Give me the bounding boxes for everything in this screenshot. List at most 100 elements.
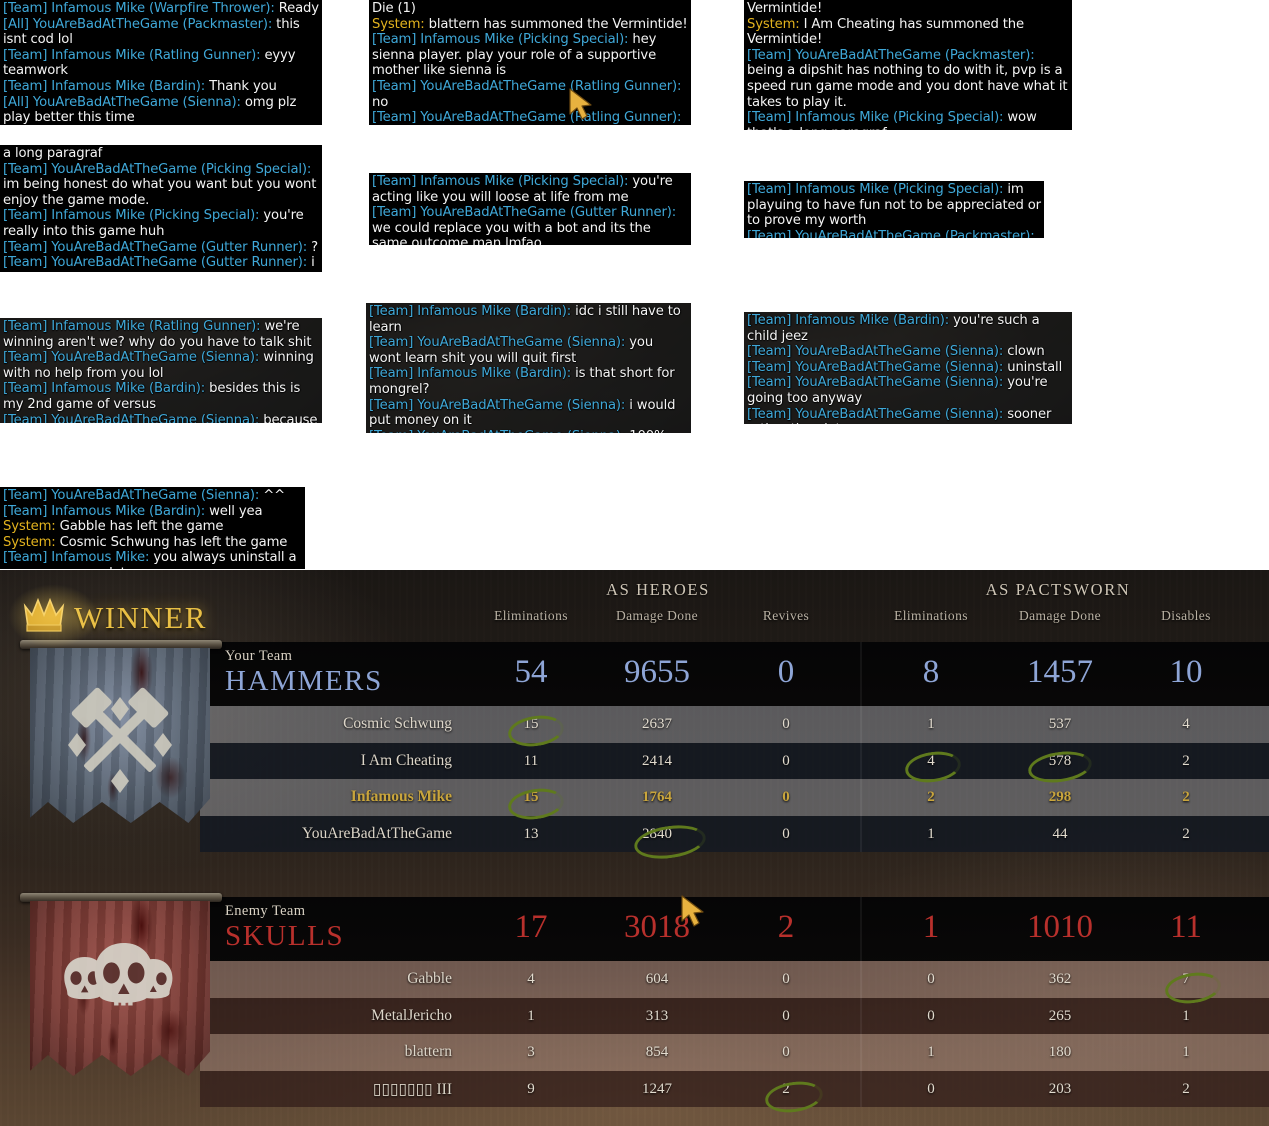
chat-panel: a long paragraf [Team] YouAreBadAtTheGame… (0, 145, 322, 272)
chat-line: [Team] Infamous Mike (Picking Special): … (3, 208, 319, 239)
player-stat: 3 (527, 1044, 535, 1060)
chat-line-message: we're winning aren't we? why do you have… (3, 319, 312, 350)
team-total: 3018 (624, 909, 690, 945)
team-name: SKULLS (225, 920, 345, 952)
chat-line-prefix: [Team] YouAreBadAtTheGame (Sienna): (3, 488, 264, 503)
chat-line-prefix: [All] YouAreBadAtTheGame (Sienna): (3, 94, 245, 110)
chat-line: [Team] Infamous Mike (Bardin): you're su… (747, 313, 1069, 344)
chat-line: [Team] YouAreBadAtTheGame (Sienna): ^^ (3, 488, 302, 504)
player-name: Infamous Mike (350, 788, 452, 805)
player-stat: 44 (1052, 825, 1068, 842)
chat-line-message: Gabble has left the game (59, 519, 224, 535)
player-stat: 1 (1182, 1044, 1190, 1060)
chat-line: a long paragraf (3, 146, 319, 162)
team-total: 17 (514, 909, 548, 945)
chat-line-message: omg plz play better this time (3, 94, 297, 125)
chat-line: [Team] YouAreBadAtTheGame (Sienna): beca… (3, 413, 319, 423)
chat-line-message: you're such a child jeez (747, 313, 1040, 344)
player-stat: 0 (782, 825, 790, 842)
player-stat: 0 (782, 1044, 790, 1060)
chat-line-message: you're acting like you will loose at lif… (372, 174, 673, 205)
chat-line-prefix: [Team] YouAreBadAtTheGame (Sienna): (369, 429, 629, 433)
chat-line: [Team] Infamous Mike (Bardin): Thank you (3, 79, 319, 95)
chat-line-prefix: [Team] Infamous Mike (Bardin): (3, 78, 210, 94)
team-name: HAMMERS (225, 665, 383, 697)
chat-line: System: blattern has summoned the Vermin… (372, 17, 688, 33)
chat-line-prefix: [Team] YouAreBadAtTheGame (Sienna): (369, 397, 630, 413)
chat-line: [Team] YouAreBadAtTheGame (Sienna): you … (369, 335, 688, 366)
chat-line-message: uninstall (1007, 359, 1063, 375)
chat-line-prefix: [Team] Infamous Mike (Bardin): (3, 381, 210, 397)
player-name: ▯▯▯▯▯▯▯ III (372, 1080, 452, 1098)
player-row: Cosmic Schwung 15 2637 0 1 537 4 (200, 706, 1269, 743)
chat-line-message: a long paragraf (3, 146, 103, 161)
chat-panel: [Team] Infamous Mike (Bardin): you're su… (744, 312, 1072, 424)
player-name: Gabble (407, 970, 452, 987)
player-name: MetalJericho (371, 1006, 452, 1024)
team-header-skulls: Enemy Team SKULLS 17 3018 2 1 1010 11 (200, 897, 1269, 961)
chat-panel: [Team] Infamous Mike (Picking Special): … (369, 173, 691, 245)
player-row: Gabble 4 604 0 0 362 7 (200, 961, 1269, 998)
chat-line-prefix: [Team] Infamous Mike (Warpfire Thrower): (3, 1, 279, 16)
chat-line-message: no (372, 94, 389, 110)
player-row: MetalJericho 1 313 0 0 265 1 (200, 997, 1269, 1034)
chat-line-message: Cosmic Schwung has left the game (59, 534, 288, 550)
chat-line-prefix: [Team] YouAreBadAtTheGame (Sienna): (747, 375, 1008, 391)
chat-line: [Team] YouAreBadAtTheGame (Packmaster): … (747, 48, 1069, 110)
chat-line: [Team] Infamous Mike (Bardin): well yea (3, 504, 302, 520)
team-block-hammers: Your Team HAMMERS 54 9655 0 8 1457 10 Cosmic Sch… (200, 642, 1269, 852)
chat-line-prefix: [Team] YouAreBadAtTheGame (Packmaster): (747, 47, 1035, 63)
chat-line-message: because you're a mong. (263, 412, 318, 423)
column-label: Revives (762, 608, 810, 623)
team-total: 8 (922, 654, 940, 690)
player-stat: 578 (1048, 752, 1072, 769)
player-stat: 4 (927, 752, 935, 769)
chat-line-prefix: [Team] YouAreBadAtTheGame (Sienna): (747, 359, 1008, 375)
chat-line-prefix: System: (747, 16, 804, 32)
column-label: Disables (1161, 608, 1211, 623)
group-divider (860, 815, 862, 852)
chat-line-message: ^^ (263, 488, 286, 503)
player-stat: 2414 (642, 752, 672, 769)
chat-panel: Die (1) System: blattern has summoned the… (369, 0, 691, 125)
chat-line-prefix: [All] YouAreBadAtTheGame (Packmaster): (3, 16, 277, 32)
chat-line: [Team] Infamous Mike (Picking Special): … (747, 110, 1069, 130)
player-name: Cosmic Schwung (343, 715, 452, 732)
chat-panel: [Team] Infamous Mike (Picking Special): … (744, 181, 1044, 238)
chat-line: [All] YouAreBadAtTheGame (Packmaster): t… (3, 17, 319, 48)
player-stat: 2 (1182, 789, 1190, 805)
team-total: 10 (1169, 654, 1203, 690)
chat-panel: Vermintide! System: I Am Cheating has sum… (744, 0, 1072, 130)
chat-line-prefix: [Team] YouAreBadAtTheGame (Ratling Gunne… (372, 110, 682, 125)
chat-line-message: 100% (629, 429, 666, 433)
player-stat: 854 (645, 1044, 669, 1060)
chat-line: [Team] YouAreBadAtTheGame (Sienna): soon… (747, 407, 1069, 424)
chat-line-message: I Am Cheating has summoned the Vermintid… (747, 16, 1024, 48)
chat-line-prefix: [Team] YouAreBadAtTheGame (Picking Speci… (3, 161, 312, 177)
chat-line: [Team] YouAreBadAtTheGame (Sienna): you'… (747, 375, 1069, 406)
chat-line-prefix: [Team] Infamous Mike (Bardin): (369, 304, 576, 319)
team-total: 54 (514, 654, 548, 690)
chat-line-message: being a dipshit has nothing to do with i… (747, 63, 1068, 110)
banner-cloth (30, 648, 210, 823)
player-stat: 0 (782, 1007, 790, 1024)
team-header-hammers: Your Team HAMMERS 54 9655 0 8 1457 10 (200, 642, 1269, 706)
banner-cloth (30, 901, 210, 1076)
chat-line-prefix: [Team] YouAreBadAtTheGame (Gutter Runner… (372, 205, 677, 221)
chat-line-message: you're really into this game huh (3, 208, 304, 239)
player-row: ▯▯▯▯▯▯▯ III 9 1247 2 0 203 2 (200, 1070, 1269, 1107)
player-row: blattern 3 854 0 1 180 1 (200, 1034, 1269, 1071)
player-stat: 0 (927, 1080, 935, 1097)
player-name: I Am Cheating (360, 751, 452, 769)
player-stat: 1 (1182, 1007, 1190, 1024)
chat-line-message: i would put money on it (369, 397, 676, 429)
chat-line-message: sooner rather than later (747, 406, 1052, 424)
team-total: 9655 (624, 654, 690, 690)
group-divider (860, 706, 862, 743)
column-group-title: AS PACTSWORN (985, 580, 1131, 599)
chat-line-prefix: [Team] Infamous Mike (Picking Special): (747, 182, 1008, 197)
player-stat: 298 (1048, 789, 1072, 805)
chat-line-prefix: [Team] Infamous Mike (Picking Special): (372, 32, 633, 48)
chat-line: [Team] YouAreBadAtTheGame (Gutter Runner… (372, 205, 688, 245)
player-stat: 7 (1182, 971, 1190, 987)
